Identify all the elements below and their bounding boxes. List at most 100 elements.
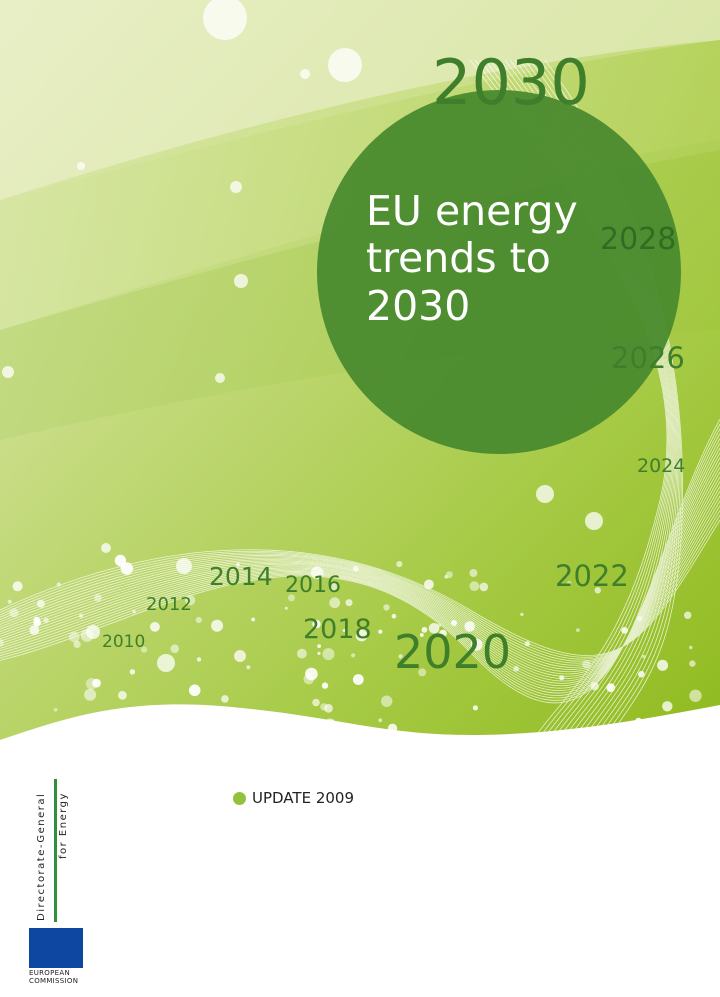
bubble xyxy=(345,599,353,607)
bubble xyxy=(303,673,315,685)
bubble xyxy=(92,678,101,688)
bubble xyxy=(641,654,646,659)
bubble xyxy=(118,690,127,700)
bubble xyxy=(251,617,256,622)
bubble xyxy=(524,641,530,647)
bubble xyxy=(114,554,127,567)
bubble xyxy=(329,582,338,591)
bubble xyxy=(221,695,229,703)
bubble xyxy=(689,645,693,650)
year-label: 2012 xyxy=(146,594,192,615)
bubble xyxy=(513,665,519,672)
bubble xyxy=(246,665,251,670)
white-wave xyxy=(0,704,720,997)
bubble xyxy=(230,181,242,193)
bubble xyxy=(36,599,45,608)
bubble xyxy=(321,682,329,689)
year-label: 2026 xyxy=(611,341,685,375)
year-label: 2028 xyxy=(600,222,676,257)
title-line-3: 2030 xyxy=(366,282,470,330)
bubble xyxy=(9,608,19,618)
bubble xyxy=(439,629,447,638)
bubble xyxy=(84,688,97,701)
bubble xyxy=(351,653,356,658)
eu-flag-logo xyxy=(29,928,83,968)
flow-line xyxy=(0,433,720,696)
bubble xyxy=(329,597,341,609)
bubble xyxy=(129,669,136,675)
bubble xyxy=(638,670,645,678)
title-line-2: trends to xyxy=(366,234,551,282)
bubble xyxy=(94,594,102,602)
year-label: 2022 xyxy=(555,559,629,593)
bubble xyxy=(53,707,58,712)
bubble xyxy=(150,622,160,632)
bubble xyxy=(188,684,201,697)
bubble xyxy=(56,582,61,587)
bubble xyxy=(398,654,403,659)
bubble xyxy=(590,682,599,691)
bubble xyxy=(421,626,428,633)
flow-line xyxy=(0,447,720,689)
bubble xyxy=(585,512,603,530)
year-label: 2018 xyxy=(303,614,372,645)
bubble xyxy=(520,612,524,617)
bubble xyxy=(469,569,478,577)
flow-line xyxy=(0,510,720,660)
bubble xyxy=(689,689,702,702)
bubble xyxy=(288,594,295,602)
bubble xyxy=(317,644,321,648)
bubble xyxy=(320,703,328,711)
bubble xyxy=(451,620,457,626)
bubble xyxy=(284,606,288,610)
bubble xyxy=(312,698,320,707)
bubble xyxy=(7,599,12,604)
bubble xyxy=(437,623,442,628)
bubble xyxy=(328,48,362,82)
bubble xyxy=(469,581,480,592)
dg-name: Directorate-General xyxy=(36,792,47,921)
bubble xyxy=(418,668,427,677)
bubble xyxy=(141,646,148,653)
bubble xyxy=(479,582,489,592)
bubble xyxy=(355,629,368,642)
year-label: 2020 xyxy=(394,625,511,679)
bubble xyxy=(297,648,307,659)
bubble xyxy=(472,705,478,711)
dg-divider xyxy=(54,779,57,922)
bubble xyxy=(184,595,196,606)
bubble xyxy=(636,615,643,622)
bubble xyxy=(391,613,397,619)
flow-line xyxy=(0,423,720,701)
bubble xyxy=(396,561,403,568)
bubble xyxy=(381,695,393,707)
bubble xyxy=(606,683,616,693)
bubble xyxy=(312,619,321,629)
bubble xyxy=(305,667,318,681)
bubble xyxy=(170,644,179,653)
flow-line xyxy=(0,514,720,658)
bubble xyxy=(322,648,335,661)
bubble xyxy=(621,627,628,634)
bubble xyxy=(576,628,580,632)
bubble xyxy=(444,575,448,579)
year-label: 2014 xyxy=(209,562,273,591)
year-label: 2024 xyxy=(637,455,685,477)
bubble xyxy=(689,660,696,667)
bubble xyxy=(470,638,483,651)
wordmark-line-1: EUROPEAN xyxy=(29,969,70,977)
flow-line xyxy=(0,467,720,680)
bubble xyxy=(203,0,247,40)
bubble xyxy=(215,373,225,383)
flow-line xyxy=(0,443,720,691)
bubble xyxy=(684,611,692,619)
bubble xyxy=(196,657,202,662)
bubble xyxy=(195,616,202,624)
bubble xyxy=(77,162,85,170)
bubble xyxy=(120,562,134,575)
bubble xyxy=(317,651,321,656)
year-label: 2010 xyxy=(102,632,145,652)
bubble xyxy=(43,617,49,624)
bubble xyxy=(536,485,554,503)
